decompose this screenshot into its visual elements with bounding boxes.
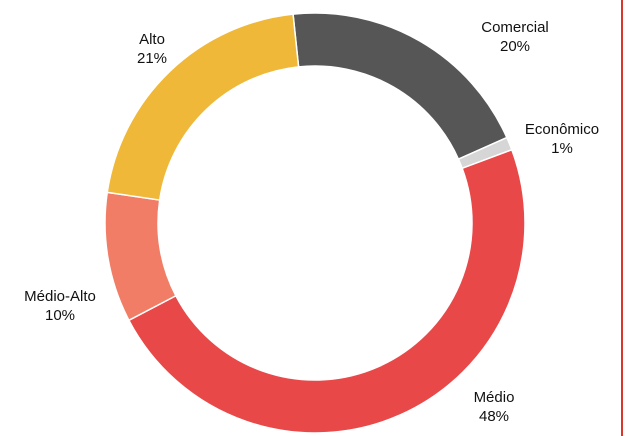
- donut-slice: [106, 13, 300, 201]
- slice-value-label: 48%: [479, 408, 509, 425]
- donut-slice: [127, 148, 526, 434]
- slice-label: Médio: [474, 389, 515, 406]
- slice-label: Alto: [139, 31, 165, 48]
- slice-label: Econômico: [525, 121, 599, 138]
- slice-value-label: 10%: [45, 307, 75, 324]
- slice-value-label: 21%: [137, 50, 167, 67]
- slice-value-label: 20%: [500, 38, 530, 55]
- slice-label: Médio-Alto: [24, 288, 96, 305]
- slice-label: Comercial: [481, 19, 549, 36]
- slice-value-label: 1%: [551, 140, 573, 157]
